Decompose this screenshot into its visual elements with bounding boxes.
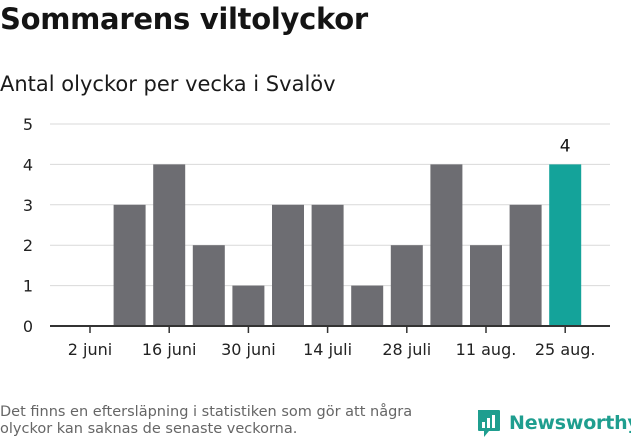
y-tick-label: 3	[23, 196, 33, 215]
highlight-bar	[549, 164, 582, 326]
y-tick-label: 5	[23, 115, 33, 134]
x-tick-label: 25 aug.	[535, 340, 596, 359]
y-tick-label: 1	[23, 277, 33, 296]
chart-title: Sommarens viltolyckor	[0, 2, 368, 36]
x-tick-label: 11 aug.	[456, 340, 517, 359]
bar	[390, 245, 423, 326]
bar	[153, 164, 186, 326]
x-tick-label: 2 juni	[68, 340, 112, 359]
x-tick-label: 30 juni	[221, 340, 276, 359]
chart-subtitle: Antal olyckor per vecka i Svalöv	[0, 72, 336, 96]
bar	[272, 204, 304, 326]
y-tick-label: 4	[23, 155, 33, 174]
x-tick-label: 28 juli	[382, 340, 431, 359]
y-tick-label: 2	[23, 236, 33, 255]
brand[interactable]: Newsworthy	[476, 408, 631, 438]
x-tick-label: 16 juni	[142, 340, 197, 359]
x-tick-label: 14 juli	[303, 340, 352, 359]
data-label: 4	[560, 136, 571, 156]
bar-chart: 0 1 2 3 4 5 4 2 juni 16 juni 30 juni 14 juli 28 jul…	[23, 115, 610, 359]
newsworthy-logo-icon	[478, 410, 500, 437]
y-tick-label: 0	[23, 317, 33, 336]
bar	[192, 245, 225, 326]
bar	[351, 285, 384, 326]
brand-name: Newsworthy	[509, 412, 631, 434]
footnote: Det finns en eftersläpning i statistiken…	[0, 404, 413, 437]
bar	[470, 245, 502, 326]
bar	[113, 204, 146, 326]
bar	[430, 164, 463, 326]
bar	[232, 285, 265, 326]
bar	[509, 204, 542, 326]
bar	[311, 204, 344, 326]
